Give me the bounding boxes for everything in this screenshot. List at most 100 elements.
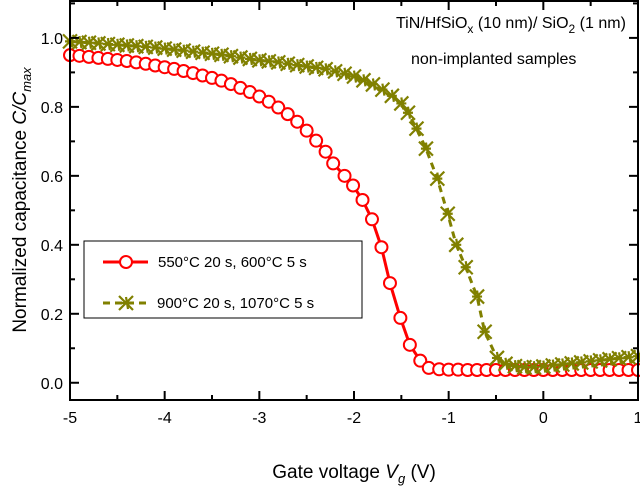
data-point bbox=[573, 354, 589, 371]
x-star-marker-shape bbox=[516, 359, 533, 376]
x-star-marker-shape bbox=[457, 259, 474, 276]
data-point bbox=[223, 48, 239, 64]
data-point bbox=[137, 39, 154, 55]
x-star-marker-shape bbox=[279, 55, 296, 72]
x-star-marker-shape bbox=[497, 356, 514, 372]
data-point bbox=[261, 53, 277, 70]
data-point bbox=[355, 192, 370, 207]
x-star-marker-shape bbox=[166, 41, 182, 58]
x-star-marker-shape bbox=[535, 358, 552, 375]
legend-marker-series-2 bbox=[118, 295, 134, 311]
data-point bbox=[317, 61, 334, 78]
x-tick-label: 0 bbox=[539, 410, 548, 427]
x-star-marker-shape bbox=[118, 295, 134, 311]
data-point bbox=[299, 123, 314, 138]
data-point bbox=[535, 358, 552, 375]
data-point bbox=[469, 288, 485, 305]
annotation: TiN/HfSiOx (10 nm)/ SiO2 (1 nm) non-impl… bbox=[396, 15, 626, 68]
y-tick-label: 0.6 bbox=[41, 169, 63, 186]
x-star-marker-shape bbox=[251, 52, 268, 69]
data-point bbox=[355, 72, 372, 89]
data-point bbox=[194, 44, 211, 61]
x-star-marker-shape bbox=[261, 53, 277, 70]
legend-symbols bbox=[103, 255, 150, 311]
x-star-marker-shape bbox=[213, 47, 230, 63]
x-star-marker-shape bbox=[374, 81, 391, 98]
x-star-marker-shape bbox=[469, 288, 485, 305]
data-point bbox=[554, 356, 571, 373]
x-tick-label: -3 bbox=[252, 410, 266, 427]
x-star-marker-shape bbox=[298, 58, 315, 75]
data-point bbox=[592, 352, 608, 369]
x-star-marker-shape bbox=[346, 68, 362, 85]
data-point bbox=[242, 51, 258, 67]
x-star-marker-shape bbox=[232, 49, 249, 66]
x-star-marker-shape bbox=[194, 44, 211, 61]
data-point bbox=[309, 133, 324, 148]
y-tick-label: 0.4 bbox=[41, 238, 63, 255]
data-point bbox=[185, 43, 201, 60]
data-point bbox=[298, 58, 315, 75]
y-axis-label: Normalized capacitance C/Cmax bbox=[10, 67, 34, 333]
x-star-marker-shape bbox=[185, 43, 201, 60]
x-star-marker-shape bbox=[573, 354, 589, 371]
x-star-marker-shape bbox=[317, 61, 334, 78]
data-point bbox=[457, 259, 474, 276]
data-point bbox=[516, 359, 533, 376]
data-point bbox=[526, 359, 542, 376]
data-point bbox=[204, 45, 220, 62]
x-star-marker-shape bbox=[270, 54, 287, 71]
data-point bbox=[374, 240, 389, 255]
data-point bbox=[489, 350, 505, 366]
data-point bbox=[476, 323, 493, 340]
data-point bbox=[81, 34, 97, 51]
data-point bbox=[213, 47, 230, 63]
x-star-marker-shape bbox=[100, 36, 116, 52]
legend-box bbox=[83, 240, 363, 319]
x-star-marker-shape bbox=[81, 34, 97, 51]
x-star-marker-shape bbox=[393, 95, 410, 112]
y-tick-label: 0.2 bbox=[41, 307, 63, 324]
x-star-marker-shape bbox=[507, 358, 523, 374]
x-star-marker-shape bbox=[204, 45, 220, 62]
data-point bbox=[271, 100, 286, 115]
data-point bbox=[393, 95, 410, 112]
data-point bbox=[545, 357, 561, 374]
x-star-marker-shape bbox=[418, 140, 434, 157]
x-star-marker-shape bbox=[439, 205, 456, 222]
x-star-marker-shape bbox=[476, 323, 493, 340]
data-point bbox=[318, 144, 333, 159]
annotation-line2: non-implanted samples bbox=[411, 51, 576, 68]
x-star-marker-shape bbox=[489, 350, 505, 366]
data-point bbox=[175, 42, 192, 59]
data-point bbox=[71, 34, 88, 50]
data-point bbox=[270, 54, 287, 71]
x-star-marker-shape bbox=[554, 356, 571, 373]
x-tick-label: -5 bbox=[63, 410, 77, 427]
x-star-marker-shape bbox=[448, 237, 465, 253]
data-point bbox=[365, 76, 381, 93]
data-point bbox=[289, 57, 305, 73]
x-star-marker-shape bbox=[365, 76, 381, 93]
data-point bbox=[308, 60, 324, 76]
data-point bbox=[393, 310, 408, 325]
data-point bbox=[90, 35, 107, 52]
x-tick-label: -4 bbox=[158, 410, 172, 427]
y-tick-label: 0.0 bbox=[41, 376, 63, 393]
x-star-marker-shape bbox=[429, 170, 446, 187]
series-1 bbox=[63, 48, 640, 377]
x-tick-label: 1 bbox=[634, 410, 640, 427]
data-point bbox=[448, 237, 465, 253]
data-point bbox=[109, 37, 126, 53]
x-star-marker-shape bbox=[137, 39, 154, 55]
plot-marks bbox=[62, 33, 640, 377]
data-point bbox=[100, 36, 116, 52]
data-point bbox=[507, 358, 523, 374]
data-point bbox=[147, 39, 163, 56]
x-star-marker-shape bbox=[71, 34, 88, 50]
data-point bbox=[251, 52, 268, 69]
x-star-marker-shape bbox=[545, 357, 561, 374]
x-star-marker-shape bbox=[384, 88, 400, 104]
data-point bbox=[232, 49, 249, 66]
